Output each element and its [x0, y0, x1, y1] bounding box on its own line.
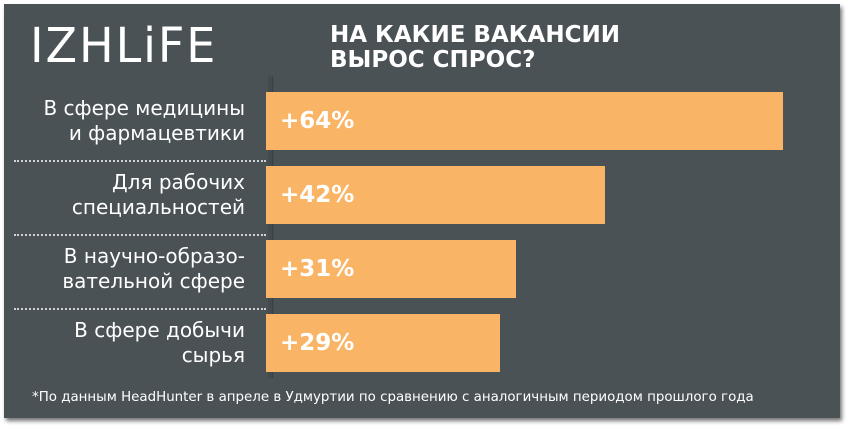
- bar: [266, 92, 783, 150]
- brand-logo: IZHLiFE: [30, 18, 218, 74]
- row-separator: [14, 308, 266, 310]
- row-separator: [14, 234, 266, 236]
- category-label: В сфере добычи сырья: [5, 318, 245, 368]
- source-footnote: *По данным HeadHunter в апреле в Удмурти…: [32, 390, 754, 405]
- category-label-line: специальностей: [71, 195, 245, 219]
- category-label: В научно-образо-вательной сфере: [5, 244, 245, 294]
- bar: [266, 314, 500, 372]
- bar: [266, 166, 605, 224]
- bar: [266, 240, 516, 298]
- category-label-line: В научно-образо-: [63, 244, 245, 268]
- chart-title-line-1: НА КАКИЕ ВАКАНСИИ: [330, 22, 620, 48]
- row-separator: [14, 160, 266, 162]
- category-label-line: и фармацевтики: [68, 121, 245, 145]
- category-label-line: Для рабочих: [112, 170, 245, 194]
- category-label-line: В сфере добычи: [74, 318, 245, 342]
- bar-value-label: +42%: [280, 182, 355, 208]
- category-axis-line: [268, 76, 272, 378]
- infographic-card: IZHLiFE НА КАКИЕ ВАКАНСИИ ВЫРОС СПРОС? *…: [4, 4, 840, 418]
- chart-title-line-2: ВЫРОС СПРОС?: [330, 47, 536, 73]
- category-label-line: сырья: [181, 343, 245, 367]
- bar-value-label: +29%: [280, 330, 355, 356]
- chart-title: НА КАКИЕ ВАКАНСИИ ВЫРОС СПРОС?: [330, 23, 620, 73]
- category-label: В сфере медицины и фармацевтики: [5, 96, 245, 146]
- bar-value-label: +31%: [280, 256, 355, 282]
- category-label: Для рабочих специальностей: [5, 170, 245, 220]
- category-label-line: В сфере медицины: [43, 96, 245, 120]
- category-label-line: вательной сфере: [62, 269, 245, 293]
- bar-value-label: +64%: [280, 108, 355, 134]
